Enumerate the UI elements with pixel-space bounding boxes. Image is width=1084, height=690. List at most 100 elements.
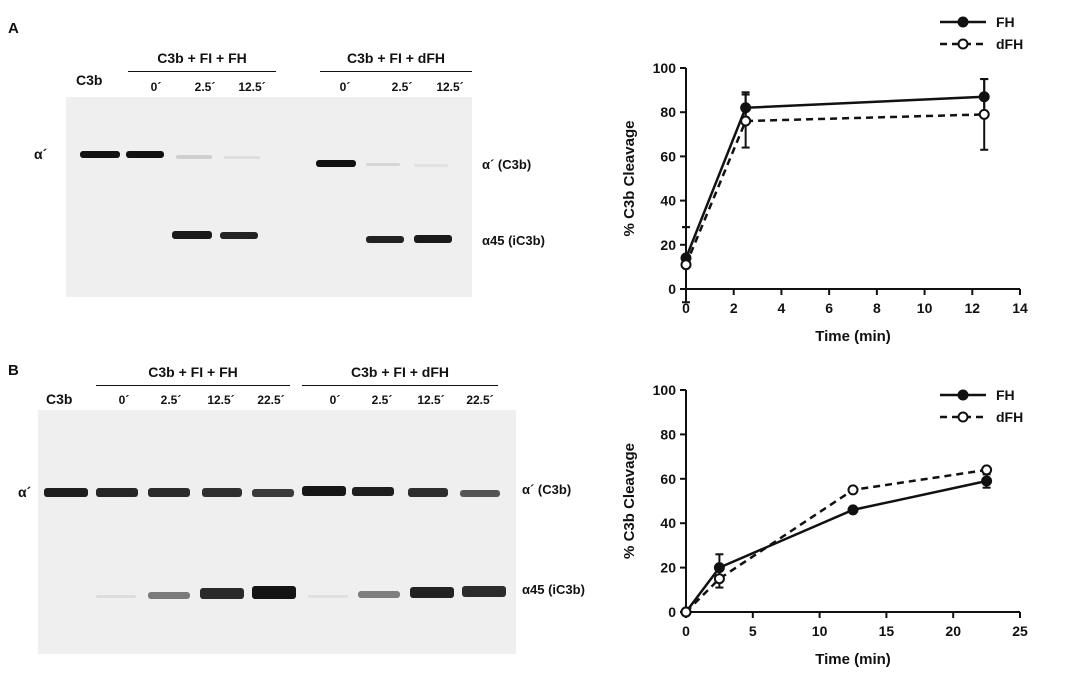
- gel-a-alpha-label: α´: [34, 146, 48, 162]
- x-tick-label: 4: [778, 300, 786, 316]
- x-tick-label: 2: [730, 300, 738, 316]
- chart-b: 0 5 10 15 20 25 0 20 40 60 80 100 Time (min) % C3b Cl…: [621, 382, 1028, 668]
- x-tick-label: 25: [1012, 623, 1028, 639]
- gel-a-group-2-title: C3b + FI + dFH: [346, 50, 445, 66]
- x-tick-label: 12: [964, 300, 980, 316]
- gel-band: [410, 587, 454, 598]
- gel-band: [126, 151, 164, 158]
- panel-letter-b: B: [8, 362, 19, 379]
- gel-band: [414, 164, 448, 167]
- gel-a-group-1-title: C3b + FI + FH: [157, 50, 247, 66]
- gel-b-lane-label: 2.5´: [371, 393, 393, 407]
- gel-b-image: [38, 410, 516, 654]
- y-tick-label: 20: [660, 237, 676, 253]
- gel-band: [176, 155, 212, 159]
- y-tick-label: 20: [660, 560, 676, 576]
- gel-a-lane-label: 12.5´: [436, 80, 464, 94]
- legend-marker-FH: [957, 389, 969, 401]
- gel-b-lane-label: 0´: [329, 393, 341, 407]
- data-point-dFH: [978, 108, 990, 120]
- gel-a-lane-label: 12.5´: [238, 80, 266, 94]
- gel-b-group-1-title: C3b + FI + FH: [148, 364, 238, 380]
- legend-marker-dFH: [957, 38, 969, 50]
- data-point-FH: [981, 475, 993, 487]
- legend-marker-dFH: [957, 411, 969, 423]
- legend-label-dFH: dFH: [996, 409, 1023, 425]
- gel-band: [302, 486, 346, 496]
- gel-a-control-label: C3b: [76, 72, 103, 88]
- gel-band: [408, 488, 448, 497]
- legend-label-dFH: dFH: [996, 36, 1023, 52]
- gel-band: [44, 488, 88, 497]
- x-tick-label: 6: [825, 300, 833, 316]
- data-point-dFH: [740, 115, 752, 127]
- gel-b-group-1-underline: [96, 385, 290, 386]
- data-point-dFH: [847, 484, 859, 496]
- y-tick-label: 80: [660, 104, 676, 120]
- legend-marker-FH: [957, 16, 969, 28]
- x-axis-label: Time (min): [815, 328, 891, 345]
- y-axis-label: % C3b Cleavage: [621, 443, 638, 559]
- gel-band: [148, 592, 190, 599]
- x-tick-label: 20: [945, 623, 961, 639]
- y-tick-label: 40: [660, 515, 676, 531]
- gel-band: [202, 488, 242, 497]
- gel-b-group-2-underline: [302, 385, 498, 386]
- y-tick-label: 0: [668, 604, 676, 620]
- gel-a-group-1-underline: [128, 71, 276, 72]
- data-point-dFH: [981, 464, 993, 476]
- gel-band: [148, 488, 190, 497]
- gel-b-lane-label: 12.5´: [417, 393, 445, 407]
- gel-a-lane-label: 2.5´: [194, 80, 216, 94]
- x-axis-label: Time (min): [815, 651, 891, 668]
- panel-letter-a: A: [8, 20, 19, 37]
- gel-b-alpha-label: α´: [18, 484, 32, 500]
- gel-a-lane-label: 0´: [150, 80, 162, 94]
- y-tick-label: 100: [653, 382, 677, 398]
- gel-b-control-label: C3b: [46, 391, 73, 407]
- legend-label-FH: FH: [996, 14, 1015, 30]
- gel-band: [460, 490, 500, 497]
- x-tick-label: 14: [1012, 300, 1028, 316]
- x-tick-label: 15: [879, 623, 895, 639]
- gel-band: [220, 232, 258, 239]
- gel-a-lane-label: 2.5´: [391, 80, 413, 94]
- x-tick-label: 10: [917, 300, 933, 316]
- y-tick-label: 80: [660, 426, 676, 442]
- gel-b-lane-label: 2.5´: [160, 393, 182, 407]
- gel-band: [358, 591, 400, 598]
- gel-band: [462, 586, 506, 597]
- gel-band: [414, 235, 452, 243]
- y-tick-label: 40: [660, 193, 676, 209]
- series-line-FH: [684, 95, 985, 259]
- gel-a-image: [66, 97, 472, 297]
- x-tick-label: 8: [873, 300, 881, 316]
- gel-band: [316, 160, 356, 167]
- gel-band: [224, 156, 260, 159]
- x-tick-label: 0: [682, 300, 690, 316]
- y-tick-label: 0: [668, 281, 676, 297]
- gel-a-band-label-ic3b: α45 (iC3b): [482, 233, 545, 248]
- gel-b-band-label-c3b: α´ (C3b): [522, 482, 572, 497]
- gel-band: [252, 586, 296, 599]
- gel-band: [352, 487, 394, 496]
- gel-band: [96, 595, 136, 598]
- gel-band: [80, 151, 120, 158]
- x-tick-label: 10: [812, 623, 828, 639]
- data-point-FH: [847, 504, 859, 516]
- gel-b-lane-label: 12.5´: [207, 393, 235, 407]
- x-tick-label: 5: [749, 623, 757, 639]
- y-tick-label: 60: [660, 471, 676, 487]
- gel-b-band-label-ic3b: α45 (iC3b): [522, 582, 585, 597]
- gel-band: [308, 595, 348, 598]
- gel-band: [366, 163, 400, 166]
- series-line-dFH: [684, 113, 985, 266]
- gel-band: [200, 588, 244, 599]
- data-point-dFH: [680, 259, 692, 271]
- legend-label-FH: FH: [996, 387, 1015, 403]
- gel-band: [252, 489, 294, 497]
- gel-a-band-label-c3b: α´ (C3b): [482, 157, 532, 172]
- gel-b-lane-label: 22.5´: [466, 393, 494, 407]
- chart-a: 0 2 4 6 8 10 12 14 0 20 40 60 80 100 Time (min) % C3b C…: [621, 14, 1028, 345]
- gel-band: [96, 488, 138, 497]
